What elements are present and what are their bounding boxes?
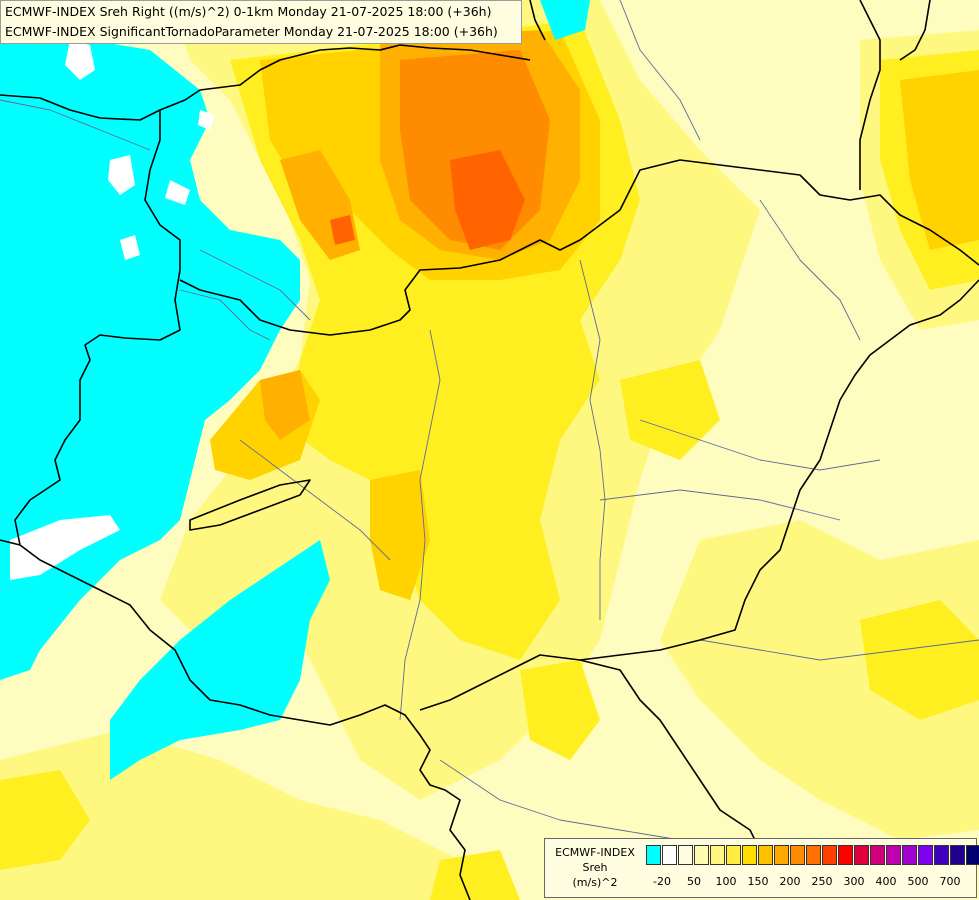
rivers [0,0,979,841]
amber-field [260,370,310,440]
border-line [899,0,931,61]
color-legend: ECMWF-INDEX Sreh (m/s)^2 -20 50 100 150 200 2… [544,838,979,898]
border-line [179,159,979,336]
border-line [579,659,761,851]
legend-swatch [662,845,677,865]
border-line [529,0,546,41]
legend-swatches [646,845,979,865]
river-line [239,439,391,561]
legend-swatch [918,845,933,865]
legend-tick-label: 700 [939,875,961,888]
legend-swatch [790,845,805,865]
legend-swatch [934,845,949,865]
legend-title-param: Sreh [582,861,608,874]
river-line [699,639,979,661]
river-line [439,759,681,841]
legend-swatch [710,845,725,865]
river-line [0,99,151,151]
legend-ticks: -20 50 100 150 200 250 300 400 500 700 [646,875,976,891]
yellow-field [0,770,90,870]
border-line [189,479,311,531]
legend-swatch [694,845,709,865]
cyan-field [540,0,590,40]
river-line [619,0,701,141]
legend-title-unit: (m/s)^2 [572,876,618,889]
gold-field [900,70,979,250]
border-line [14,110,181,546]
legend-swatch [742,845,757,865]
river-line [399,329,441,721]
legend-swatch [902,845,917,865]
river-line [579,259,606,620]
legend-tick-label: 150 [747,875,769,888]
header-line-1: ECMWF-INDEX Sreh Right ((m/s)^2) 0-1km M… [5,4,492,19]
yellow-field [620,360,720,460]
legend-swatch [822,845,837,865]
legend-tick-label: 300 [843,875,865,888]
legend-tick-label: 400 [875,875,897,888]
legend-swatch [678,845,693,865]
header-line-2: ECMWF-INDEX SignificantTornadoParameter … [5,24,498,39]
legend-tick-label: 100 [715,875,737,888]
border-line [859,0,881,190]
border-line [419,279,979,711]
dark-orange-field [330,215,355,245]
legend-tick-label: 200 [779,875,801,888]
white-patch [10,515,120,580]
white-patch [165,180,190,205]
legend-swatch [870,845,885,865]
dark-orange-field [450,150,525,250]
legend-tick-label: -20 [653,875,671,888]
river-line [199,249,311,321]
river-line [759,199,861,341]
border-line [0,539,471,900]
legend-tick-label: 50 [687,875,701,888]
yellow-field [860,600,979,720]
legend-swatch [886,845,901,865]
legend-swatch [726,845,741,865]
legend-swatch [854,845,869,865]
river-line [599,489,841,521]
light-yellow-field [660,520,979,840]
white-patch [108,155,135,195]
yellow-field [520,660,600,760]
legend-swatch [646,845,661,865]
legend-swatch [950,845,965,865]
map-header: ECMWF-INDEX Sreh Right ((m/s)^2) 0-1km M… [0,0,522,44]
legend-tick-label: 500 [907,875,929,888]
river-line [639,419,881,471]
white-patch [120,235,140,260]
legend-title-source: ECMWF-INDEX [555,846,635,859]
legend-swatch [838,845,853,865]
legend-swatch [806,845,821,865]
legend-swatch [966,845,979,865]
white-patch [65,40,95,80]
gold-field [370,470,430,600]
legend-tick-label: 250 [811,875,833,888]
border-line [0,44,531,121]
legend-swatch [774,845,789,865]
river-line [179,289,271,341]
white-patch [198,110,215,130]
yellow-field [430,850,520,900]
legend-swatch [758,845,773,865]
legend-title: ECMWF-INDEX Sreh (m/s)^2 [549,845,641,890]
cyan-field [110,540,330,780]
